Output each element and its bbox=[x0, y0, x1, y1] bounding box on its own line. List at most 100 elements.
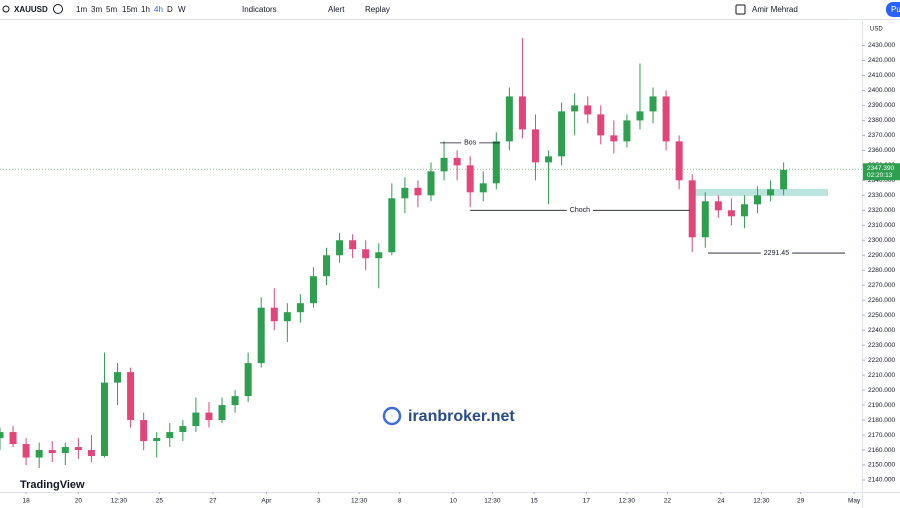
user-name[interactable]: Amir Mehrad bbox=[752, 5, 798, 14]
candle-body bbox=[192, 412, 200, 427]
candle-body bbox=[296, 303, 304, 313]
replay-button[interactable]: Replay bbox=[365, 5, 390, 14]
y-tick-label: 2260.000 bbox=[868, 297, 895, 304]
y-tick-label: 2210.000 bbox=[868, 372, 895, 379]
candle-body bbox=[649, 96, 657, 112]
x-tick-label: 10 bbox=[450, 498, 458, 505]
y-tick-label: 2430.000 bbox=[868, 42, 895, 49]
x-tick-label: 8 bbox=[398, 498, 402, 505]
candle-body bbox=[74, 447, 82, 451]
interval[interactable]: 1m bbox=[76, 5, 87, 14]
candle-body bbox=[427, 171, 435, 196]
x-tick-label: 18 bbox=[23, 498, 31, 505]
candle-body bbox=[505, 96, 513, 142]
add-symbol[interactable] bbox=[53, 4, 63, 14]
candle-body bbox=[767, 189, 775, 196]
zone bbox=[689, 188, 829, 196]
annotation-label: Choch bbox=[570, 207, 590, 214]
candle-body bbox=[100, 382, 108, 457]
candle-body bbox=[309, 276, 317, 304]
x-tick-label: 25 bbox=[156, 498, 164, 505]
y-tick-label: 2300.000 bbox=[868, 237, 895, 244]
candle-body bbox=[531, 129, 539, 163]
y-tick-label: 2310.000 bbox=[868, 222, 895, 229]
y-tick-label: 2370.000 bbox=[868, 132, 895, 139]
x-tick-label: 24 bbox=[717, 498, 725, 505]
alert-button[interactable]: Alert bbox=[328, 5, 345, 14]
y-tick-label: 2240.000 bbox=[868, 327, 895, 334]
x-tick-label: 12:30 bbox=[753, 498, 770, 505]
candle-body bbox=[492, 141, 500, 184]
interval[interactable]: D bbox=[167, 5, 173, 14]
candle-body bbox=[636, 111, 644, 121]
interval[interactable]: 3m bbox=[91, 5, 102, 14]
candle-body bbox=[453, 157, 461, 166]
candle-body bbox=[518, 96, 526, 130]
y-tick-label: 2180.000 bbox=[868, 417, 895, 424]
candle-body bbox=[440, 157, 448, 172]
publish-label[interactable]: Pu bbox=[891, 5, 900, 14]
y-tick-label: 2140.000 bbox=[868, 477, 895, 484]
y-tick-label: 2250.000 bbox=[868, 312, 895, 319]
candle-body bbox=[727, 210, 735, 217]
interval[interactable]: 15m bbox=[122, 5, 138, 14]
candle-body bbox=[414, 187, 422, 196]
y-tick-label: 2340.000 bbox=[868, 177, 895, 184]
interval[interactable]: 5m bbox=[106, 5, 117, 14]
y-tick-label: 2230.000 bbox=[868, 342, 895, 349]
candle-body bbox=[114, 372, 122, 383]
candle-body bbox=[270, 307, 278, 322]
interval[interactable]: W bbox=[178, 5, 186, 14]
candle-body bbox=[336, 240, 344, 256]
currency: USD bbox=[870, 27, 883, 33]
candle-body bbox=[166, 432, 174, 439]
candle-body bbox=[349, 240, 357, 250]
y-tick-label: 2330.000 bbox=[868, 192, 895, 199]
x-tick-label: 17 bbox=[583, 498, 591, 505]
candle-body bbox=[0, 432, 4, 439]
candle-body bbox=[479, 183, 487, 193]
candle-body bbox=[701, 201, 709, 238]
candle-body bbox=[323, 255, 331, 277]
x-tick-label: 12:30 bbox=[111, 498, 128, 505]
candle-body bbox=[205, 412, 213, 421]
candle-body bbox=[740, 204, 748, 217]
candle-body bbox=[780, 169, 788, 190]
candle-body bbox=[153, 438, 161, 442]
symbol[interactable]: XAUUSD bbox=[14, 5, 48, 14]
y-tick-label: 2270.000 bbox=[868, 282, 895, 289]
candle-body bbox=[362, 249, 370, 259]
interval[interactable]: 1h bbox=[141, 5, 150, 14]
candle-body bbox=[218, 405, 226, 421]
checkbox[interactable] bbox=[735, 4, 746, 15]
search-icon[interactable] bbox=[2, 5, 10, 13]
x-tick-label: 3 bbox=[317, 498, 321, 505]
interval-active[interactable]: 4h bbox=[154, 5, 163, 14]
y-tick-label: 2290.000 bbox=[868, 252, 895, 259]
publish-button[interactable] bbox=[886, 2, 900, 17]
watermark: iranbroker.net bbox=[408, 408, 515, 425]
x-tick-label: Apr bbox=[261, 498, 272, 505]
candle-body bbox=[584, 105, 592, 115]
y-tick-label: 2190.000 bbox=[868, 402, 895, 409]
candle-body bbox=[127, 372, 135, 421]
x-tick-label: 12:30 bbox=[351, 498, 368, 505]
candle-body bbox=[754, 195, 762, 205]
candle-body bbox=[231, 396, 239, 406]
y-tick-label: 2200.000 bbox=[868, 387, 895, 394]
annotation-label: 2291.45 bbox=[764, 250, 789, 257]
candle-body bbox=[140, 420, 148, 442]
countdown: 02:20:13 bbox=[867, 172, 893, 179]
candle-body bbox=[401, 187, 409, 199]
y-tick-label: 2400.000 bbox=[868, 87, 895, 94]
y-tick-label: 2360.000 bbox=[868, 147, 895, 154]
candle-body bbox=[244, 363, 252, 397]
candle-body bbox=[675, 141, 683, 181]
candle-body bbox=[375, 252, 383, 259]
indicators-button[interactable]: Indicators bbox=[242, 5, 277, 14]
x-tick-label: 15 bbox=[531, 498, 539, 505]
last-price-label: 2347.390 bbox=[867, 165, 894, 172]
candle-body bbox=[87, 450, 95, 457]
